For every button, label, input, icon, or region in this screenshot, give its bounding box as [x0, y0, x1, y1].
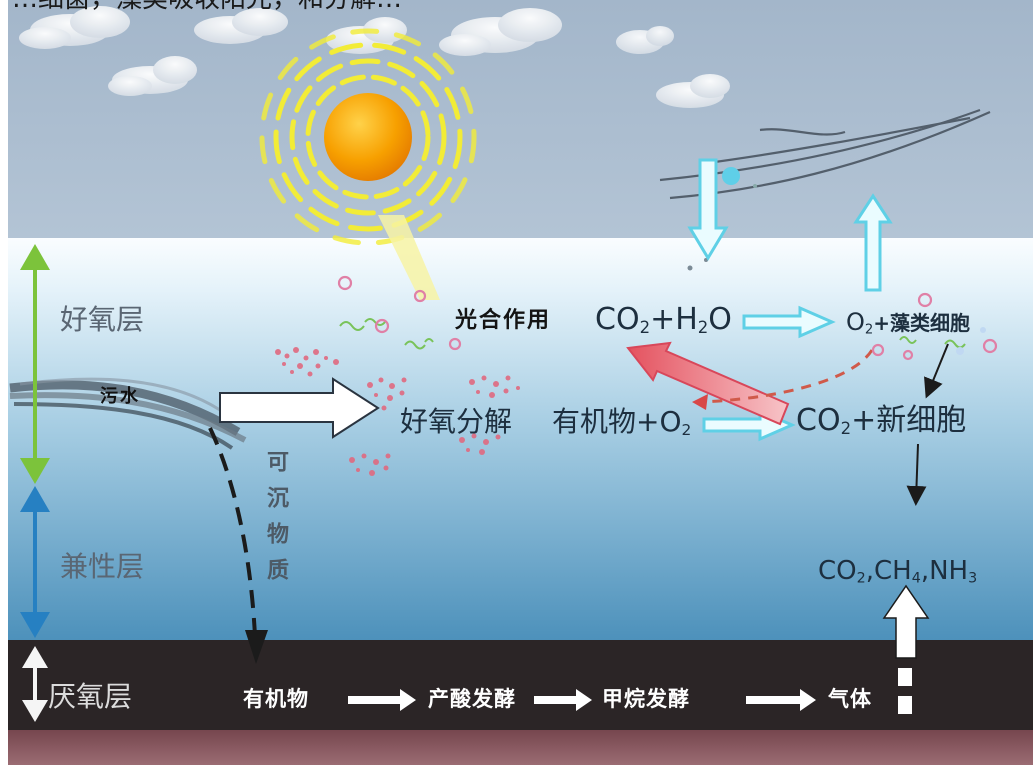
photosynthesis-arrow [742, 305, 836, 339]
settling-path [208, 427, 257, 637]
photosynthesis-label: 光合作用 [455, 308, 552, 333]
water [8, 238, 1033, 640]
aerobic-layer-indicator [20, 244, 50, 484]
clouds [19, 6, 730, 108]
gas-products-label: CO2,CH4,NH3 [818, 556, 978, 587]
cells-to-products-arrow [924, 343, 949, 399]
co2-recycle-arrow [626, 341, 790, 426]
chain-acid-fermentation: 产酸发酵 [428, 687, 516, 711]
aerobic-decomposition-label: 好氧分解 [400, 405, 513, 438]
o2-out-arrow [853, 193, 893, 292]
anaerobic-chain-arrows [348, 689, 816, 711]
bacteria-clusters [275, 347, 520, 476]
settling-arrowhead [245, 630, 268, 664]
anaerobic-layer-label: 厌氧层 [48, 680, 133, 713]
settling-label: 可沉物质 [263, 450, 288, 594]
chain-gas: 气体 [828, 687, 872, 711]
caption-text: …细菌，藻类吸收阳光，和分解… [12, 0, 1022, 12]
chain-organic-matter: 有机物 [243, 687, 309, 711]
products-to-gases-arrow [906, 443, 927, 506]
decomposition-products: CO2+新细胞 [796, 403, 967, 439]
sediment-layer [8, 640, 1033, 730]
co2-in-arrow [687, 158, 729, 261]
oxygen-bubble-icon [722, 167, 740, 185]
anaerobic-layer-indicator [22, 646, 48, 722]
sun-icon [259, 28, 477, 246]
photosynthesis-reactants: CO2+H2O [595, 302, 732, 338]
chain-methane-fermentation: 甲烷发酵 [602, 687, 690, 711]
algae-cluster [337, 275, 998, 361]
facultative-layer-indicator [20, 486, 50, 638]
sewage-flow-arrow [219, 377, 380, 439]
photosynthesis-products: O2+藻类细胞 [846, 310, 971, 337]
gas-release-arrow [882, 584, 930, 714]
sewage-label: 污水 [100, 386, 140, 407]
light-beam [378, 215, 440, 300]
aerobic-layer-label: 好氧层 [60, 303, 145, 336]
pond-bottom [8, 730, 1033, 765]
facultative-layer-label: 兼性层 [60, 550, 145, 583]
decomposition-reactants: 有机物+O2 [552, 405, 692, 439]
